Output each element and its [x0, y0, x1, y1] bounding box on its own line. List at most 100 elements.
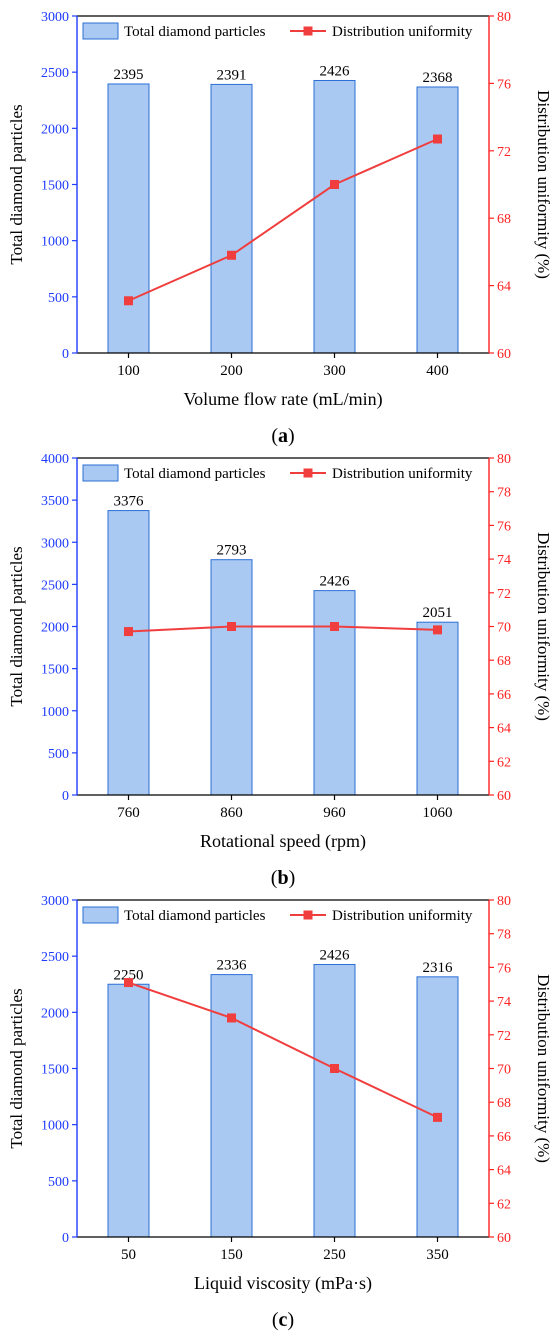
bar-value-label: 2793: [217, 543, 247, 559]
right-axis-tick-label: 68: [497, 654, 511, 669]
right-axis-tick-label: 78: [497, 928, 511, 943]
bar-value-label: 2395: [114, 67, 144, 83]
right-axis-tick-label: 74: [497, 995, 511, 1010]
uniformity-point-400: [433, 134, 442, 144]
left-axis-tick-label: 500: [48, 747, 69, 762]
right-axis-tick-label: 72: [497, 1029, 511, 1044]
bar-860: [210, 559, 253, 796]
x-axis-tick-label: 300: [323, 363, 346, 379]
bar-value-label: 2250: [114, 967, 144, 983]
right-axis-tick-label: 64: [497, 722, 511, 737]
uniformity-point-860: [227, 622, 236, 631]
legend-bar-label: Total diamond particles: [124, 466, 266, 482]
panel-label-close-paren: ): [287, 1309, 294, 1331]
right-axis-tick-label: 60: [497, 347, 511, 362]
left-axis-tick-label: 1500: [41, 1063, 69, 1078]
x-axis-title: Volume flow rate (mL/min): [183, 389, 382, 410]
x-axis-tick-label: 150: [220, 1247, 243, 1263]
left-axis-tick-label: 3000: [41, 536, 69, 551]
bar-value-label: 2336: [217, 958, 248, 974]
left-axis-tick-label: 2000: [41, 1006, 69, 1021]
legend-bar-label: Total diamond particles: [124, 24, 266, 40]
right-axis-tick-label: 60: [497, 1231, 511, 1246]
uniformity-point-100: [124, 296, 133, 306]
legend-line-marker: [303, 468, 313, 478]
legend-bar-swatch: [82, 464, 119, 482]
left-axis-tick-label: 1500: [41, 179, 69, 194]
uniformity-point-350: [433, 1112, 442, 1122]
right-axis-tick-label: 64: [497, 280, 511, 295]
bar-760: [107, 510, 150, 796]
right-axis-title: Distribution uniformity (%): [534, 532, 550, 721]
panel-label: (b): [271, 867, 295, 889]
bar-200: [210, 83, 253, 354]
panel-label-open-paren: (: [271, 425, 278, 447]
x-axis-tick-label: 760: [117, 805, 140, 821]
chart-panel-b: 3376 2793 2426 2051 0 500 1000 1500 2000 2500 3000…: [7, 452, 550, 889]
uniformity-point-250: [330, 1064, 339, 1073]
right-axis-title: Distribution uniformity (%): [534, 90, 550, 279]
left-axis-tick-label: 2500: [41, 950, 69, 965]
right-axis-tick-label: 80: [497, 10, 511, 25]
uniformity-point-1060: [433, 625, 442, 635]
left-axis-tick-label: 3000: [41, 894, 69, 909]
panel-label: (c): [272, 1309, 294, 1331]
bar-350: [416, 976, 459, 1238]
bar-value-label: 2426: [320, 574, 351, 590]
x-axis-tick-label: 100: [117, 363, 140, 379]
x-axis-tick-label: 350: [426, 1247, 449, 1263]
x-axis-tick-label: 200: [220, 363, 243, 379]
right-axis-title: Distribution uniformity (%): [534, 974, 550, 1163]
panel-label-open-paren: (: [272, 1309, 279, 1331]
legend-line-label: Distribution uniformity: [332, 908, 473, 924]
right-axis-tick-label: 72: [497, 145, 511, 160]
panel-label-letter: c: [279, 1309, 288, 1331]
uniformity-line: [128, 625, 438, 633]
right-axis-tick-label: 78: [497, 486, 511, 501]
bar-1060: [416, 621, 459, 796]
x-axis-title: Rotational speed (rpm): [200, 831, 366, 852]
right-axis-tick-label: 66: [497, 1130, 511, 1145]
bar-value-label: 3376: [114, 494, 145, 510]
right-axis-tick-label: 80: [497, 452, 511, 467]
uniformity-point-960: [330, 622, 339, 631]
uniformity-point-200: [227, 250, 236, 260]
uniformity-point-50: [124, 978, 133, 988]
panel-label-close-paren: ): [288, 425, 295, 447]
left-axis-tick-label: 1000: [41, 705, 69, 720]
bar-value-label: 2051: [423, 605, 453, 621]
bar-value-label: 2391: [217, 67, 247, 83]
left-axis-tick-label: 0: [62, 347, 69, 362]
uniformity-point-760: [124, 627, 133, 637]
left-axis-tick-label: 0: [62, 1231, 69, 1246]
left-axis-tick-label: 1000: [41, 235, 69, 250]
bar-value-label: 2426: [320, 947, 351, 963]
right-axis-tick-label: 62: [497, 1197, 511, 1212]
panel-label-letter: b: [277, 867, 288, 889]
bar-value-label: 2368: [423, 70, 453, 86]
right-axis-tick-label: 70: [497, 621, 511, 636]
left-axis-tick-label: 2000: [41, 122, 69, 137]
uniformity-line: [128, 981, 438, 1119]
bar-300: [313, 79, 356, 354]
left-axis-tick-label: 1000: [41, 1119, 69, 1134]
legend-bar-label: Total diamond particles: [124, 908, 266, 924]
left-axis-tick-label: 0: [62, 789, 69, 804]
legend-line-label: Distribution uniformity: [332, 466, 473, 482]
right-axis-tick-label: 70: [497, 1063, 511, 1078]
right-axis-tick-label: 76: [497, 77, 511, 92]
right-axis-tick-label: 66: [497, 688, 511, 703]
left-axis-tick-label: 2500: [41, 66, 69, 81]
left-axis-title: Total diamond particles: [7, 104, 26, 264]
legend-line-marker: [303, 26, 313, 36]
left-axis-tick-label: 3000: [41, 10, 69, 25]
right-axis-tick-label: 80: [497, 894, 511, 909]
x-axis-tick-label: 50: [121, 1247, 136, 1263]
right-axis-tick-label: 76: [497, 961, 511, 976]
chart-panel-a: 2395 2391 2426 2368 0 500 1000 1500 2000 2500 3000…: [7, 10, 550, 447]
left-axis-tick-label: 4000: [41, 452, 69, 467]
left-axis-tick-label: 3500: [41, 494, 69, 509]
right-axis-tick-label: 68: [497, 212, 511, 227]
